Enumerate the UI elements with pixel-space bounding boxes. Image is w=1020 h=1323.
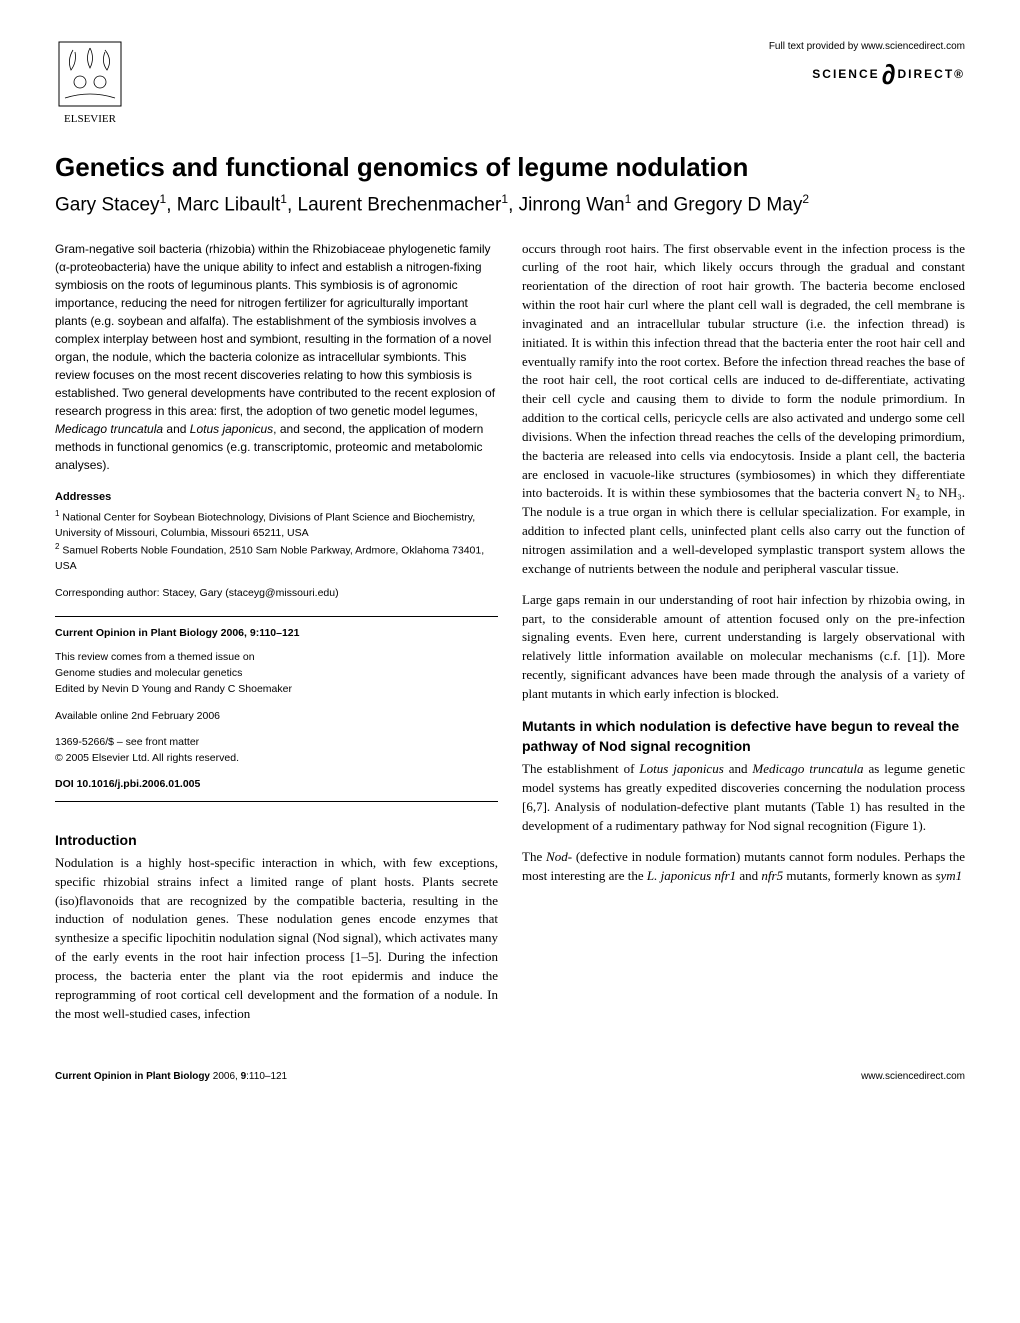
fulltext-line: Full text provided by www.sciencedirect.… (769, 40, 965, 55)
corresponding-author: Corresponding author: Stacey, Gary (stac… (55, 586, 498, 601)
header-bar: ELSEVIER Full text provided by www.scien… (55, 40, 965, 131)
themed-issue-block: This review comes from a themed issue on… (55, 649, 498, 698)
available-online: Available online 2nd February 2006 (55, 708, 498, 724)
sd-direct-text: DIRECT® (897, 66, 965, 83)
doi-line: DOI 10.1016/j.pbi.2006.01.005 (55, 776, 498, 792)
col2-paragraph-1: occurs through root hairs. The first obs… (522, 240, 965, 579)
issn-block: 1369-5266/$ – see front matter © 2005 El… (55, 734, 498, 767)
sciencedirect-logo: SCIENCE ∂ DIRECT® (812, 61, 965, 89)
footer-url: www.sciencedirect.com (861, 1070, 965, 1085)
abstract-text: Gram-negative soil bacteria (rhizobia) w… (55, 240, 498, 474)
mutants-heading: Mutants in which nodulation is defective… (522, 716, 965, 757)
copyright-line: © 2005 Elsevier Ltd. All rights reserved… (55, 750, 498, 766)
author-list: Gary Stacey1, Marc Libault1, Laurent Bre… (55, 191, 965, 218)
introduction-heading: Introduction (55, 830, 498, 850)
theme-line-3: Edited by Nevin D Young and Randy C Shoe… (55, 681, 498, 697)
elsevier-logo: ELSEVIER (55, 40, 125, 131)
sd-swirl-icon: ∂ (882, 61, 896, 89)
addresses-heading: Addresses (55, 490, 498, 506)
introduction-paragraph-1: Nodulation is a highly host-specific int… (55, 854, 498, 1024)
sd-science-text: SCIENCE (812, 66, 879, 83)
journal-citation: Current Opinion in Plant Biology 2006, 9… (55, 625, 498, 641)
info-box: Current Opinion in Plant Biology 2006, 9… (55, 616, 498, 802)
issn-line: 1369-5266/$ – see front matter (55, 734, 498, 750)
article-title: Genetics and functional genomics of legu… (55, 149, 965, 187)
elsevier-text: ELSEVIER (64, 113, 117, 125)
main-columns: Gram-negative soil bacteria (rhizobia) w… (55, 240, 965, 1036)
page-footer: Current Opinion in Plant Biology 2006, 9… (55, 1064, 965, 1085)
sciencedirect-block: Full text provided by www.sciencedirect.… (769, 40, 965, 89)
mutants-paragraph-1: The establishment of Lotus japonicus and… (522, 760, 965, 835)
addresses-text: 1 National Center for Soybean Biotechnol… (55, 508, 498, 574)
theme-line-2: Genome studies and molecular genetics (55, 665, 498, 681)
left-column: Gram-negative soil bacteria (rhizobia) w… (55, 240, 498, 1036)
col2-paragraph-2: Large gaps remain in our understanding o… (522, 591, 965, 704)
right-column: occurs through root hairs. The first obs… (522, 240, 965, 1036)
footer-citation: Current Opinion in Plant Biology 2006, 9… (55, 1070, 287, 1085)
theme-line-1: This review comes from a themed issue on (55, 649, 498, 665)
mutants-paragraph-2: The Nod- (defective in nodule formation)… (522, 848, 965, 886)
